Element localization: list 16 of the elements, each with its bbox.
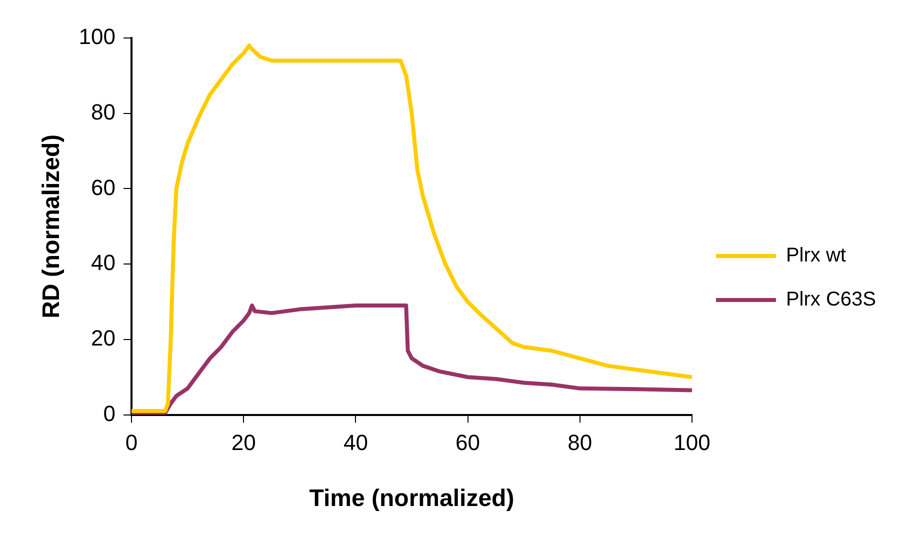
y-tick-label: 100	[78, 24, 116, 50]
legend-label: Plrx wt	[786, 244, 846, 267]
x-tick-label: 80	[568, 430, 592, 456]
y-axis-title: RD (normalized)	[38, 134, 66, 318]
x-axis-title: Time (normalized)	[309, 485, 514, 512]
x-tick-label: 60	[456, 430, 480, 456]
x-tick-label: 0	[125, 430, 138, 456]
y-tick-label: 80	[91, 99, 116, 124]
y-tick-label: 0	[103, 400, 116, 426]
x-tick-label: 40	[343, 430, 368, 456]
legend-label: Plrx C63S	[786, 288, 876, 311]
x-tick-label: 20	[231, 430, 256, 456]
x-tick-label: 100	[674, 430, 710, 456]
y-tick-label: 60	[91, 174, 116, 200]
y-tick-label: 40	[91, 250, 116, 276]
y-tick-label: 20	[91, 326, 116, 351]
